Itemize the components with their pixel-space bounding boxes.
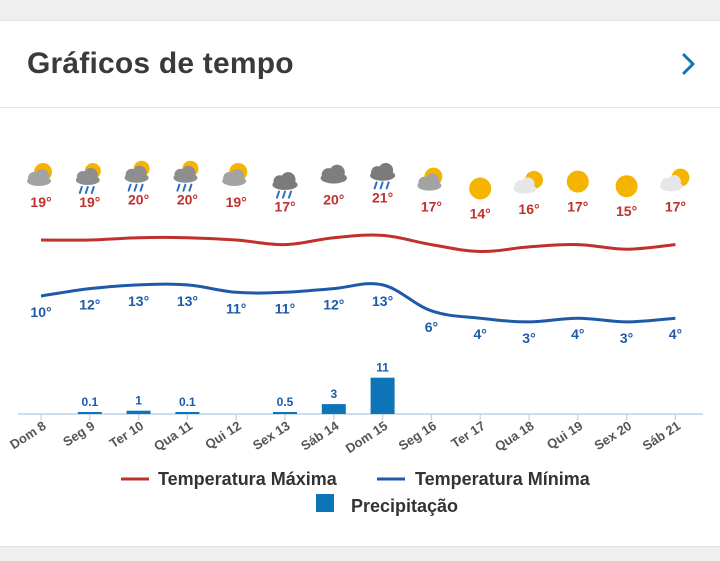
x-tick-label: Sex 13 <box>250 418 293 453</box>
sun-icon <box>615 175 638 198</box>
precip-label: 0.5 <box>277 395 294 409</box>
chevron-right-icon[interactable] <box>678 51 700 77</box>
partly-cloudy-icon <box>27 163 52 186</box>
max-temp-label: 15° <box>616 203 637 219</box>
min-temp-line <box>40 282 676 324</box>
precip-bar <box>273 412 297 414</box>
precip-bar <box>126 410 151 414</box>
precip-label: 3 <box>330 387 337 401</box>
x-tick-label: Sex 20 <box>592 418 635 453</box>
max-temp-label: 19° <box>30 194 51 210</box>
x-tick-label: Qua 18 <box>492 418 537 454</box>
precip-label: 0.1 <box>179 395 196 409</box>
max-temp-label: 17° <box>421 199 442 215</box>
legend-min-label: Temperatura Mínima <box>415 469 591 489</box>
x-tick-label: Ter 10 <box>107 418 146 451</box>
sun-icon <box>566 170 589 193</box>
max-temp-label: 16° <box>518 201 539 217</box>
precip-label: 0.1 <box>81 395 98 409</box>
min-temp-label: 3° <box>620 330 633 346</box>
partly-cloudy-icon <box>417 167 443 191</box>
max-temp-label: 17° <box>274 199 295 215</box>
x-tick-label: Seg 16 <box>396 418 439 453</box>
min-temp-label: 13° <box>128 293 149 309</box>
min-temp-label: 11° <box>226 300 246 316</box>
min-temp-label: 3° <box>522 330 535 346</box>
sun-icon <box>469 177 492 200</box>
min-temp-label: 11° <box>275 300 295 316</box>
legend-max-label: Temperatura Máxima <box>158 469 338 489</box>
rain-cloud-icon <box>370 162 396 190</box>
min-temp-label: 12° <box>323 297 344 313</box>
max-temp-label: 19° <box>79 194 100 210</box>
rain-sun-icon <box>124 160 150 192</box>
rain-sun-icon <box>75 163 101 194</box>
x-tick-label: Qui 12 <box>202 418 244 452</box>
cloud-icon <box>320 164 347 184</box>
precip-bar <box>370 377 395 414</box>
max-temp-label: 14° <box>470 206 491 222</box>
cloud-sun-icon <box>660 168 690 192</box>
min-temp-label: 4° <box>571 326 584 342</box>
x-tick-label: Sáb 21 <box>640 418 683 453</box>
min-temp-label: 12° <box>79 297 100 313</box>
precip-label: 1 <box>135 394 142 408</box>
chart-legend: Temperatura Máxima Temperatura Mínima Prec… <box>121 469 591 516</box>
cloud-sun-icon <box>513 170 543 194</box>
legend-precip-label: Precipitação <box>351 496 458 516</box>
min-temp-label: 10° <box>30 304 51 320</box>
x-tick-label: Qua 11 <box>151 418 195 454</box>
rain-sun-icon <box>173 160 199 192</box>
x-tick-label: Qui 19 <box>544 418 586 452</box>
max-temp-label: 20° <box>177 192 198 208</box>
partly-cloudy-icon <box>222 163 248 186</box>
precip-bar <box>77 412 102 414</box>
x-tick-label: Sáb 14 <box>298 418 342 454</box>
weather-charts-card: Gráficos de tempo Dom 8 Seg 9 Ter 10 Qua 11… <box>0 20 720 547</box>
x-tick-label: Dom 8 <box>7 418 48 452</box>
card-title: Gráficos de tempo <box>27 47 294 80</box>
precip-label: 11 <box>376 361 389 375</box>
min-temp-label: 4° <box>669 326 682 342</box>
x-tick-label: Seg 9 <box>60 418 97 449</box>
precip-bar <box>175 412 200 414</box>
max-temp-label: 17° <box>567 199 588 215</box>
weather-chart: Dom 8 Seg 9 Ter 10 Qua 11 Qui 12 Sex 13 Sáb 14… <box>7 160 703 516</box>
max-temp-label: 20° <box>323 192 344 208</box>
x-tick-label: Ter 17 <box>448 418 487 451</box>
min-temp-label: 13° <box>372 293 393 309</box>
max-temp-label: 20° <box>128 192 149 208</box>
precip-bar <box>321 404 346 414</box>
min-temp-label: 4° <box>474 326 487 342</box>
legend-precip-swatch <box>316 494 334 512</box>
card-header[interactable]: Gráficos de tempo <box>0 21 720 108</box>
max-temp-label: 19° <box>226 194 247 210</box>
min-temp-label: 6° <box>425 319 438 335</box>
x-tick-label: Dom 15 <box>343 418 391 456</box>
min-temp-label: 13° <box>177 293 198 309</box>
rain-cloud-icon <box>272 172 298 199</box>
max-temp-label: 21° <box>372 189 393 205</box>
max-temp-label: 17° <box>665 199 686 215</box>
max-temp-line <box>40 233 676 254</box>
